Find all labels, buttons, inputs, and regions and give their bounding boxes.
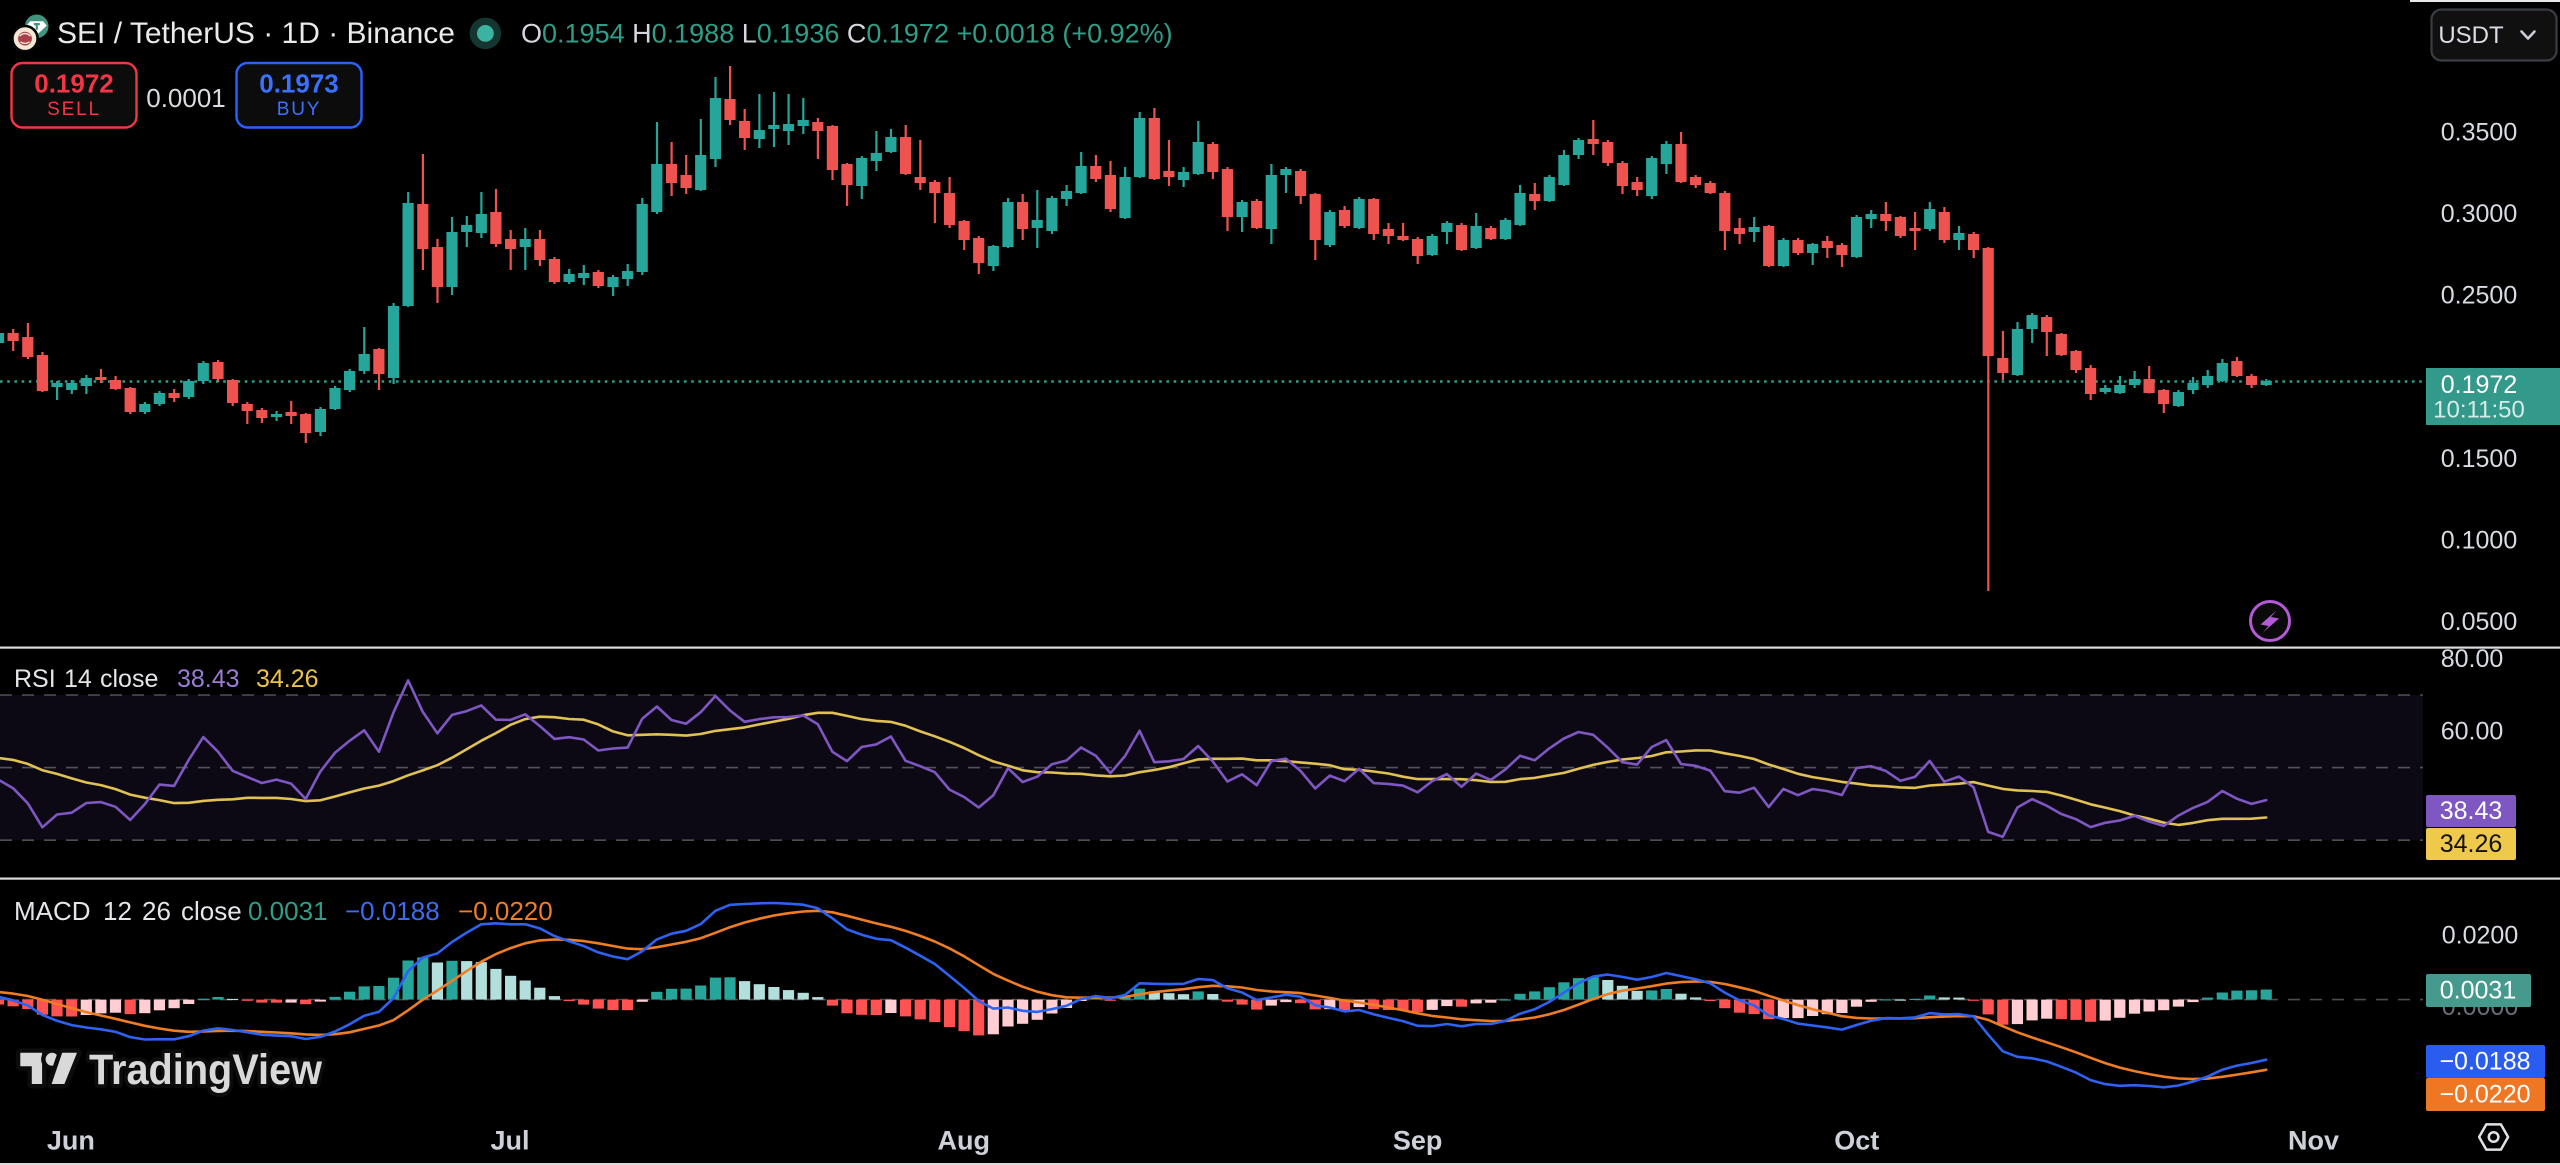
svg-text:O0.1954 H0.1988 L0.1936 C0.197: O0.1954 H0.1988 L0.1936 C0.1972 +0.0018 … <box>521 19 1173 49</box>
svg-text:12: 12 <box>103 896 132 926</box>
svg-text:0.1000: 0.1000 <box>2441 527 2517 555</box>
svg-text:Nov: Nov <box>2288 1126 2339 1156</box>
svg-text:−0.0188: −0.0188 <box>345 896 440 926</box>
svg-text:Jul: Jul <box>490 1126 529 1156</box>
svg-text:26: 26 <box>142 896 171 926</box>
svg-text:Jun: Jun <box>47 1126 95 1156</box>
svg-text:close: close <box>181 896 242 926</box>
svg-text:0.0001: 0.0001 <box>146 83 226 113</box>
svg-text:14: 14 <box>64 665 92 693</box>
svg-text:Aug: Aug <box>938 1126 990 1156</box>
svg-text:0.1972: 0.1972 <box>34 69 114 99</box>
svg-text:BUY: BUY <box>277 99 321 120</box>
svg-text:0.1973: 0.1973 <box>259 69 339 99</box>
svg-text:0.0031: 0.0031 <box>2440 977 2516 1005</box>
svg-text:0.0500: 0.0500 <box>2441 608 2517 636</box>
svg-text:Oct: Oct <box>1834 1126 1879 1156</box>
svg-text:0.2500: 0.2500 <box>2441 282 2517 310</box>
svg-text:0.0200: 0.0200 <box>2442 921 2518 949</box>
svg-text:0.0031: 0.0031 <box>248 896 328 926</box>
svg-text:10:11:50: 10:11:50 <box>2433 397 2525 424</box>
svg-text:34.26: 34.26 <box>2440 830 2503 858</box>
svg-text:0.1500: 0.1500 <box>2441 445 2517 473</box>
svg-text:0.3000: 0.3000 <box>2441 200 2517 228</box>
svg-text:TradingView: TradingView <box>89 1046 323 1094</box>
svg-text:SEI / TetherUS · 1D · Binance: SEI / TetherUS · 1D · Binance <box>57 17 455 50</box>
svg-text:0.1972: 0.1972 <box>2441 371 2517 399</box>
svg-text:USDT: USDT <box>2438 22 2504 49</box>
svg-text:80.00: 80.00 <box>2441 645 2504 673</box>
svg-text:MACD: MACD <box>14 896 91 926</box>
svg-text:−0.0220: −0.0220 <box>458 896 553 926</box>
svg-text:38.43: 38.43 <box>2440 797 2503 825</box>
svg-text:−0.0188: −0.0188 <box>2439 1048 2530 1076</box>
svg-text:−0.0220: −0.0220 <box>2439 1081 2530 1109</box>
svg-text:close: close <box>100 665 158 693</box>
svg-text:60.00: 60.00 <box>2441 717 2504 745</box>
svg-text:Sep: Sep <box>1393 1126 1443 1156</box>
svg-text:0.3500: 0.3500 <box>2441 119 2517 147</box>
svg-text:SELL: SELL <box>47 99 101 120</box>
svg-text:34.26: 34.26 <box>256 665 319 693</box>
svg-text:RSI: RSI <box>14 665 56 693</box>
svg-text:38.43: 38.43 <box>177 665 240 693</box>
